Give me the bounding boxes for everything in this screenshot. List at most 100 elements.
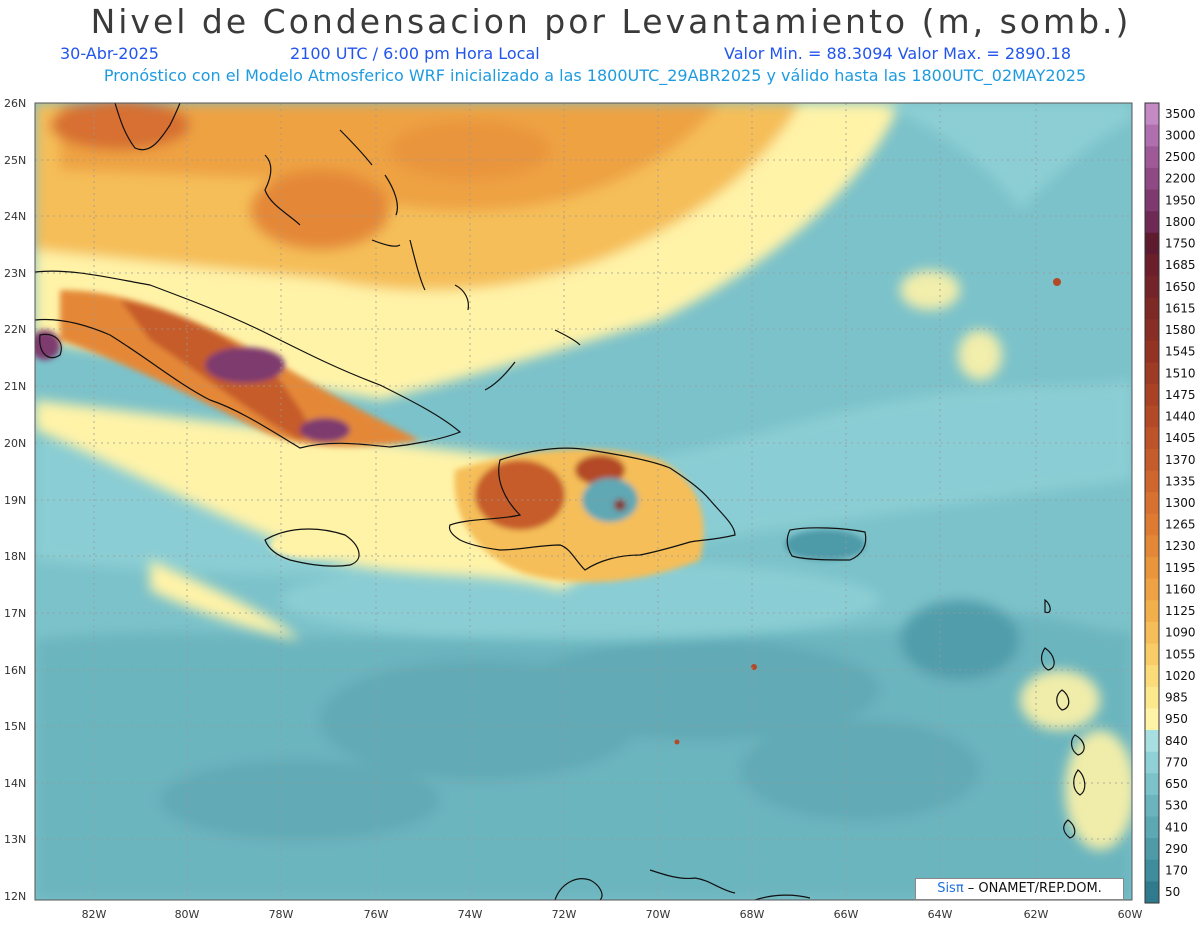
colorbar-swatch: [1145, 600, 1159, 623]
lat-label: 21N: [4, 380, 26, 393]
colorbar-label: 1580: [1165, 323, 1196, 337]
colorbar-label: 410: [1165, 820, 1188, 834]
colorbar-swatch: [1145, 730, 1159, 753]
colorbar-swatch: [1145, 557, 1159, 580]
colorbar-swatch: [1145, 124, 1159, 147]
forecast-time: 2100 UTC / 6:00 pm Hora Local: [290, 44, 540, 63]
credit-box: Sisπ – ONAMET/REP.DOM.: [915, 878, 1124, 900]
min-max-values: Valor Min. = 88.3094 Valor Max. = 2890.1…: [724, 44, 1072, 63]
longitude-axis: 82W 80W 78W 76W 74W 72W 70W 68W 66W 64W …: [82, 908, 1143, 921]
colorbar-swatch: [1145, 146, 1159, 169]
colorbar-swatch: [1145, 621, 1159, 645]
coastlines: [35, 103, 1086, 900]
colorbar-label: 1265: [1165, 518, 1196, 532]
lat-label: 19N: [4, 494, 26, 507]
colorbar-swatch: [1145, 773, 1159, 796]
lat-label: 15N: [4, 720, 26, 733]
colorbar-label: 50: [1165, 885, 1180, 899]
colorbar-swatch: [1145, 167, 1159, 190]
lat-label: 20N: [4, 437, 26, 450]
lon-label: 82W: [82, 908, 107, 921]
lat-label: 14N: [4, 777, 26, 790]
jamaica-coast: [264, 528, 360, 567]
colorbar-swatch: [1145, 816, 1159, 839]
colorbar-swatch: [1145, 665, 1159, 688]
colorbar-label: 1230: [1165, 539, 1196, 553]
lon-label: 72W: [552, 908, 577, 921]
colorbar-label: 2500: [1165, 150, 1196, 164]
bahamas-coast: [264, 154, 301, 226]
colorbar-swatch: [1145, 686, 1159, 709]
lon-label: 80W: [175, 908, 200, 921]
lat-label: 13N: [4, 833, 26, 846]
forecast-date: 30-Abr-2025: [60, 44, 159, 63]
colorbar-label: 170: [1165, 864, 1188, 878]
colorbar-border: [1144, 102, 1160, 904]
colorbar-swatch: [1145, 794, 1159, 818]
lon-label: 70W: [646, 908, 671, 921]
lat-label: 24N: [4, 210, 26, 223]
colorbar-label: 2200: [1165, 172, 1196, 186]
colorbar-swatch: [1145, 881, 1159, 904]
colorbar-swatch: [1145, 427, 1159, 450]
lcl-shaded-field: [35, 103, 1132, 900]
lon-label: 76W: [364, 908, 389, 921]
graticule: [35, 103, 1132, 900]
lat-label: 25N: [4, 154, 26, 167]
colorbar-label: 1615: [1165, 301, 1196, 315]
colorbar-swatch: [1145, 751, 1159, 774]
map-title: Nivel de Condensacion por Levantamiento …: [90, 2, 1132, 41]
lat-label: 16N: [4, 664, 26, 677]
colorbar-swatch: [1145, 319, 1159, 342]
forecast-description: Pronóstico con el Modelo Atmosferico WRF…: [103, 66, 1087, 85]
colorbar-label: 770: [1165, 755, 1188, 769]
colorbar-label: 1020: [1165, 669, 1196, 683]
colorbar: 3500 3000 2500 2200 1950 1800 1750 1685 1650 1615…: [1144, 102, 1196, 904]
south-america-coast: [554, 869, 811, 900]
lat-label: 26N: [4, 97, 26, 110]
colorbar-label: 1090: [1165, 626, 1196, 640]
colorbar-label: 1195: [1165, 561, 1196, 575]
lat-label: 22N: [4, 323, 26, 336]
colorbar-swatch: [1145, 189, 1159, 212]
colorbar-label: 1685: [1165, 258, 1196, 272]
colorbar-swatch: [1145, 492, 1159, 515]
lesser-antilles-coast: [1041, 598, 1086, 839]
colorbar-swatch: [1145, 232, 1159, 255]
colorbar-swatch: [1145, 340, 1159, 363]
colorbar-swatch: [1145, 838, 1159, 861]
puerto-rico-coast: [786, 527, 867, 561]
colorbar-swatch: [1145, 535, 1159, 558]
colorbar-label: 840: [1165, 734, 1188, 748]
lon-label: 66W: [834, 908, 859, 921]
colorbar-label: 1475: [1165, 388, 1196, 402]
credit-text: – ONAMET/REP.DOM.: [963, 881, 1102, 896]
colorbar-swatch: [1145, 211, 1159, 234]
lon-label: 78W: [269, 908, 294, 921]
lon-label: 62W: [1024, 908, 1049, 921]
colorbar-label: 530: [1165, 799, 1188, 813]
lon-label: 64W: [928, 908, 953, 921]
colorbar-label: 3000: [1165, 128, 1196, 142]
colorbar-label: 1510: [1165, 366, 1196, 380]
colorbar-swatch: [1145, 708, 1159, 731]
colorbar-swatch: [1145, 448, 1159, 472]
colorbar-swatch: [1145, 405, 1159, 428]
map-border: [34, 102, 1133, 901]
colorbar-swatch: [1145, 103, 1159, 126]
colorbar-label: 3500: [1165, 107, 1196, 121]
colorbar-swatch: [1145, 254, 1159, 277]
colorbar-label: 985: [1165, 691, 1188, 705]
hispaniola-coast: [448, 447, 736, 571]
colorbar-swatch: [1145, 470, 1159, 493]
colorbar-label: 1800: [1165, 215, 1196, 229]
colorbar-label: 1335: [1165, 474, 1196, 488]
lon-label: 68W: [740, 908, 765, 921]
colorbar-swatch: [1145, 859, 1159, 882]
lon-label: 74W: [458, 908, 483, 921]
colorbar-swatch: [1145, 275, 1159, 299]
colorbar-label: 1650: [1165, 280, 1196, 294]
colorbar-swatch: [1145, 362, 1159, 385]
colorbar-label: 1160: [1165, 582, 1196, 596]
